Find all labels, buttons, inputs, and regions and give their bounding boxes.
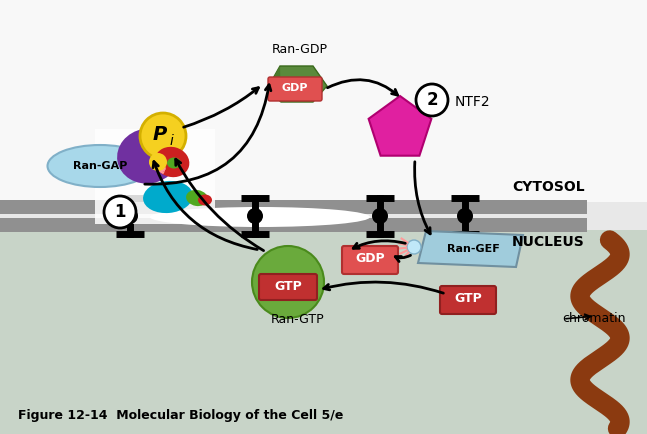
Polygon shape — [267, 66, 281, 102]
Circle shape — [122, 208, 138, 224]
Polygon shape — [267, 66, 327, 102]
Bar — [0, 218, 587, 232]
Text: 1: 1 — [115, 203, 126, 221]
Text: Ran-GAP: Ran-GAP — [73, 161, 127, 171]
Text: NTF2: NTF2 — [455, 95, 490, 109]
FancyBboxPatch shape — [440, 286, 496, 314]
FancyBboxPatch shape — [268, 77, 322, 101]
Ellipse shape — [155, 147, 190, 177]
Bar — [0, 230, 587, 434]
Text: GTP: GTP — [454, 293, 482, 306]
Text: P: P — [153, 125, 167, 144]
Ellipse shape — [143, 181, 193, 213]
Bar — [95, 129, 215, 224]
Circle shape — [416, 84, 448, 116]
Text: GDP: GDP — [281, 83, 308, 93]
Ellipse shape — [198, 194, 212, 206]
Text: GDP: GDP — [355, 253, 385, 266]
FancyBboxPatch shape — [259, 274, 317, 300]
Polygon shape — [418, 231, 523, 267]
Bar — [0, 200, 587, 214]
Ellipse shape — [167, 158, 181, 168]
Circle shape — [149, 153, 167, 171]
Bar — [587, 230, 647, 434]
Circle shape — [140, 113, 186, 159]
Bar — [0, 0, 647, 202]
Circle shape — [104, 196, 136, 228]
Ellipse shape — [117, 128, 179, 184]
FancyBboxPatch shape — [342, 246, 398, 274]
Ellipse shape — [150, 207, 370, 227]
Circle shape — [457, 208, 473, 224]
Text: Ran-GTP: Ran-GTP — [271, 313, 325, 326]
Circle shape — [372, 208, 388, 224]
Text: Ran-GEF: Ran-GEF — [446, 244, 499, 254]
Text: chromatin: chromatin — [562, 312, 626, 326]
Text: 2: 2 — [426, 91, 438, 109]
Text: CYTOSOL: CYTOSOL — [512, 180, 585, 194]
Circle shape — [252, 246, 324, 318]
Circle shape — [247, 208, 263, 224]
Text: Figure 12-14  Molecular Biology of the Cell 5/e: Figure 12-14 Molecular Biology of the Ce… — [18, 409, 344, 422]
Ellipse shape — [186, 190, 208, 206]
Circle shape — [407, 240, 421, 254]
Text: i: i — [169, 134, 173, 148]
Ellipse shape — [47, 145, 153, 187]
Text: Ran-GDP: Ran-GDP — [272, 43, 328, 56]
Text: NUCLEUS: NUCLEUS — [512, 235, 585, 249]
Text: GTP: GTP — [274, 279, 302, 293]
Polygon shape — [369, 96, 432, 156]
